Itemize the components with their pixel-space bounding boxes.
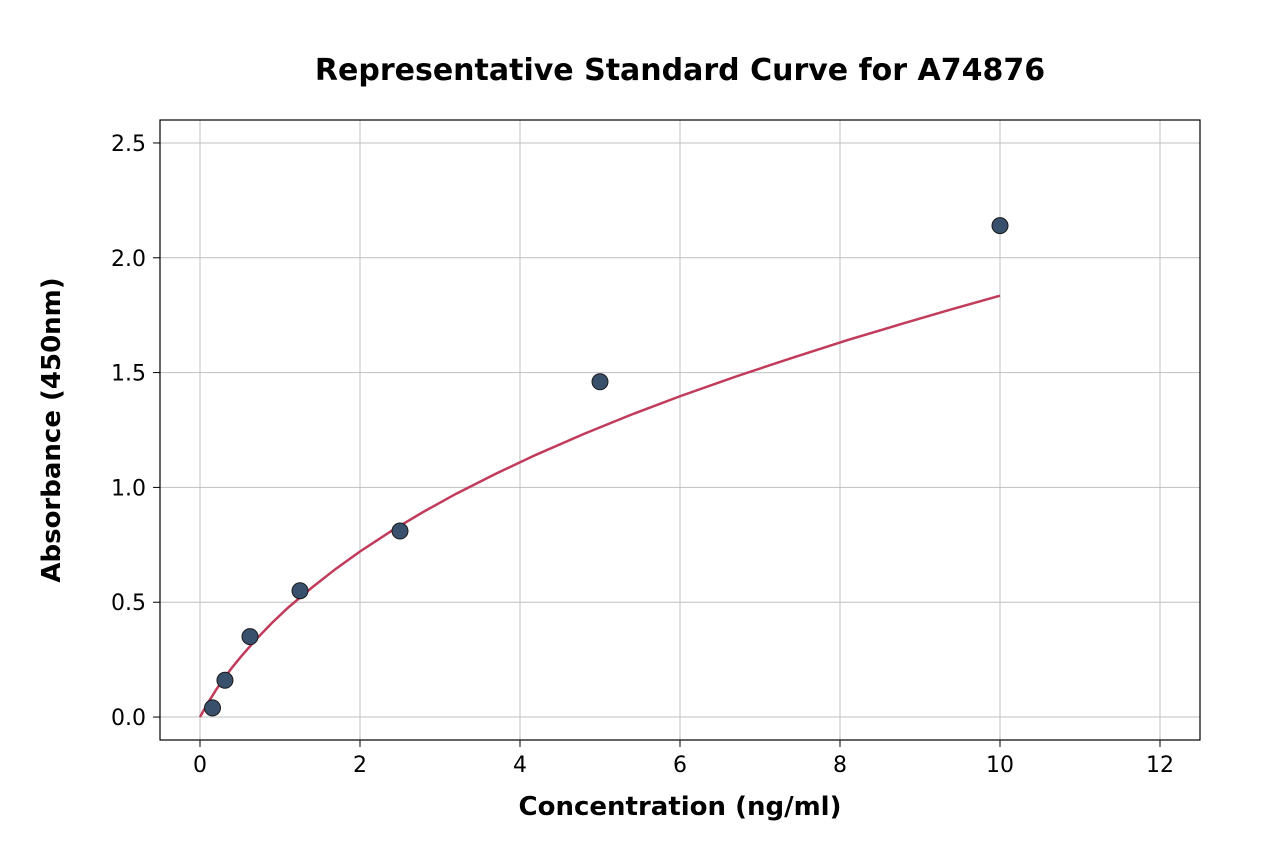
- data-point: [992, 218, 1008, 234]
- fitted-curve: [200, 296, 1000, 717]
- data-points: [204, 218, 1008, 716]
- y-axis-label: Absorbance (450nm): [37, 277, 67, 582]
- y-tick-label: 1.5: [111, 362, 146, 387]
- y-ticks: 0.0 0.5 1.0 1.5 2.0 2.5: [111, 132, 160, 731]
- chart-container: 0 2 4 6 8 10 12 0.0 0.5 1.0 1.5 2.0 2.5 Representat…: [0, 0, 1280, 845]
- y-tick-label: 1.0: [111, 476, 146, 501]
- data-point: [392, 523, 408, 539]
- x-ticks: 0 2 4 6 8 10 12: [193, 740, 1174, 778]
- y-tick-label: 2.0: [111, 247, 146, 272]
- standard-curve-chart: 0 2 4 6 8 10 12 0.0 0.5 1.0 1.5 2.0 2.5 Representat…: [0, 0, 1280, 845]
- x-axis-label: Concentration (ng/ml): [519, 792, 842, 822]
- x-tick-label: 2: [353, 753, 367, 778]
- x-tick-label: 6: [673, 753, 687, 778]
- data-point: [204, 700, 220, 716]
- y-tick-label: 0.0: [111, 706, 146, 731]
- x-tick-label: 4: [513, 753, 527, 778]
- data-point: [242, 629, 258, 645]
- data-point: [292, 583, 308, 599]
- x-tick-label: 0: [193, 753, 207, 778]
- x-tick-label: 10: [986, 753, 1014, 778]
- chart-title: Representative Standard Curve for A74876: [315, 53, 1045, 88]
- data-point: [592, 374, 608, 390]
- data-point: [217, 672, 233, 688]
- x-tick-label: 8: [833, 753, 847, 778]
- grid-lines: [160, 120, 1200, 740]
- y-tick-label: 2.5: [111, 132, 146, 157]
- y-tick-label: 0.5: [111, 591, 146, 616]
- x-tick-label: 12: [1146, 753, 1174, 778]
